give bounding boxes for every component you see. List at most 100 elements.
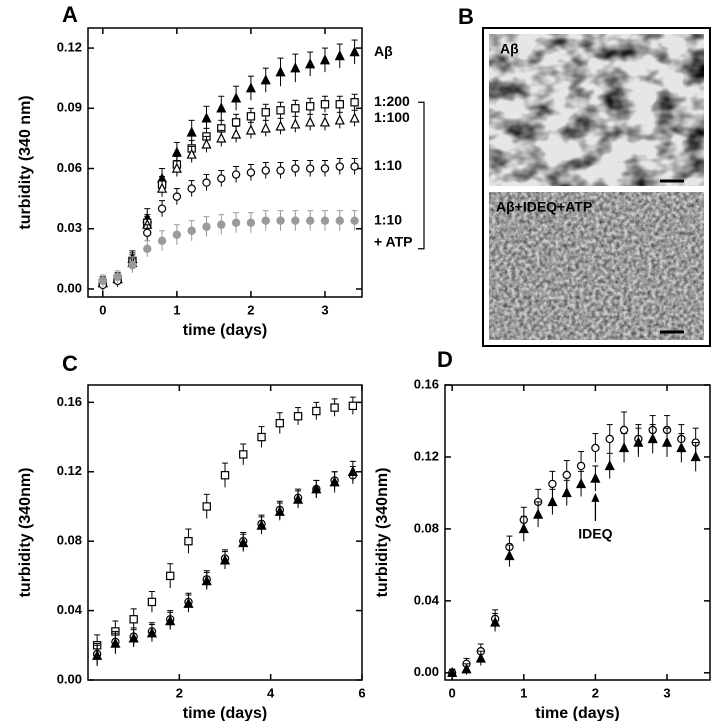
marker [275,418,285,428]
marker [183,597,194,608]
marker [347,465,358,476]
marker [245,124,256,135]
marker [319,54,331,65]
marker [128,260,137,270]
marker [187,226,196,235]
marker [305,216,315,225]
panel-label: D [437,347,453,372]
marker [231,170,241,179]
marker [261,216,270,225]
marker [246,112,256,121]
series-label: 1:100 [374,109,410,125]
x-tick-label: 3 [321,302,328,317]
marker [291,164,300,173]
marker [256,519,267,530]
marker [216,102,227,113]
x-tick-label: 6 [358,685,365,700]
image-label: Aβ [500,41,519,57]
marker [290,62,301,73]
plot-frame [444,384,711,681]
x-axis-label: time (days) [183,705,267,721]
panel-label: C [62,351,78,376]
y-tick-label: 0.00 [414,664,439,679]
marker [143,244,152,254]
marker [305,116,316,127]
marker [475,652,486,663]
marker [291,216,300,225]
marker [312,406,321,416]
marker [184,536,193,546]
x-tick-label: 3 [663,685,670,700]
marker [172,230,182,239]
marker [246,168,256,177]
marker [201,575,212,586]
marker [147,597,157,607]
marker [335,216,344,225]
x-tick-label: 2 [176,685,183,700]
marker [348,401,358,411]
marker [165,615,176,626]
marker [490,616,501,627]
series-label: 1:10 [374,211,402,227]
marker [219,554,231,565]
marker [92,649,103,660]
marker [447,666,458,678]
marker [350,98,359,107]
marker [172,192,182,201]
marker [518,522,529,534]
marker [238,536,249,548]
marker [276,216,285,225]
marker [231,92,242,103]
y-axis-label: turbidity (340 nm) [17,95,34,229]
marker [166,571,175,581]
x-axis-label: time (days) [183,322,267,339]
y-tick-label: 0.04 [414,592,440,607]
marker [220,471,230,480]
marker [561,486,572,498]
x-tick-label: 4 [267,685,275,700]
marker [293,412,303,421]
marker [305,164,315,173]
marker [647,433,658,444]
marker [320,164,330,173]
marker [350,216,359,225]
y-tick-label: 0.00 [57,671,82,686]
marker [661,436,673,447]
marker [618,442,630,453]
marker [591,443,600,453]
y-tick-label: 0.08 [57,533,82,548]
marker [129,615,138,624]
bracket [418,101,425,250]
image-label: Aβ+IDEQ+ATP [496,199,592,215]
series-label: Aβ [374,43,393,59]
y-tick-label: 0.03 [57,220,82,235]
marker [202,222,211,231]
marker [113,272,122,282]
marker [128,632,139,643]
marker [690,451,701,462]
annotation: IDEQ [578,526,612,542]
marker [349,46,360,57]
marker [334,50,345,61]
marker [334,114,345,125]
marker [143,228,152,237]
panel-label: B [458,4,474,29]
panel-label: A [62,2,78,27]
marker [320,216,330,225]
marker [305,58,316,69]
plot-frame [87,384,363,681]
marker [547,495,558,507]
marker [186,148,197,159]
marker [217,174,226,183]
marker [292,493,304,504]
marker [676,442,687,453]
y-tick-label: 0.04 [57,602,83,617]
marker [260,74,271,85]
x-tick-label: 2 [592,685,599,700]
fibrils [489,34,704,186]
marker [257,432,266,442]
marker [548,479,557,489]
x-axis-label: time (days) [535,705,619,721]
marker [576,461,586,471]
y-tick-label: 0.09 [57,100,82,115]
